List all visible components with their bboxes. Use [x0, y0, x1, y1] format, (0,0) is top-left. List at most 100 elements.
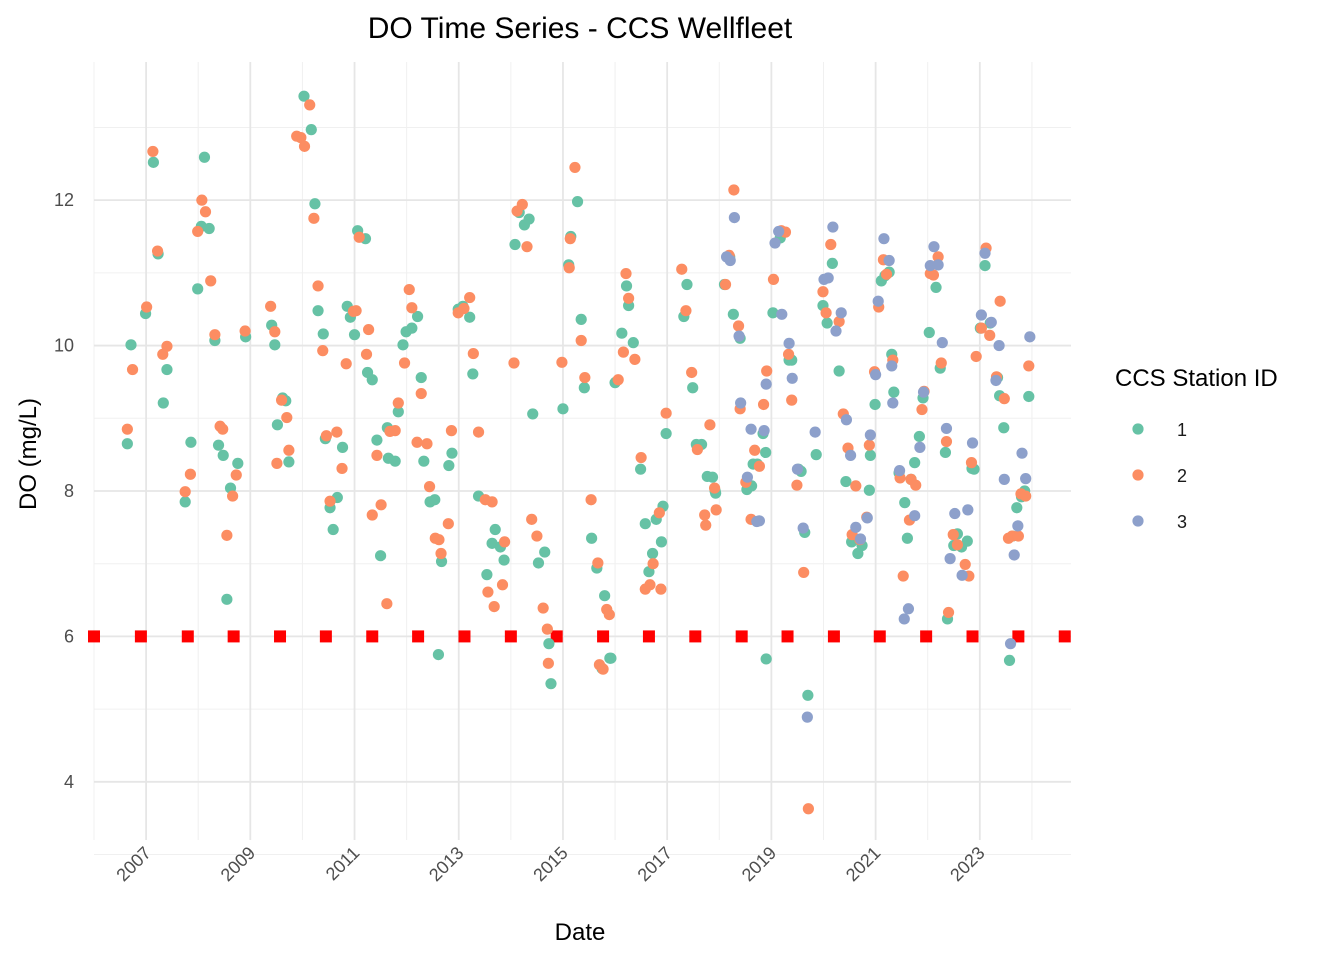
data-point-station-2: [767, 273, 780, 286]
data-point-station-2: [984, 329, 996, 341]
data-point-station-1: [217, 449, 229, 461]
data-point-station-2: [563, 262, 575, 274]
data-point-station-3: [870, 369, 882, 381]
data-point-station-1: [392, 406, 404, 418]
data-point-station-2: [537, 602, 549, 614]
data-point-station-3: [822, 272, 834, 284]
data-point-station-2: [435, 547, 447, 560]
data-point-station-2: [488, 601, 500, 613]
data-point-station-2: [271, 457, 283, 469]
data-point-station-2: [406, 302, 418, 314]
data-point-station-2: [786, 394, 798, 406]
data-point-station-1: [1023, 390, 1035, 403]
data-point-station-2: [959, 558, 971, 571]
data-point-station-1: [578, 382, 590, 394]
data-point-station-2: [728, 184, 740, 196]
data-point-station-1: [706, 471, 719, 483]
data-point-station-1: [121, 438, 133, 450]
data-point-station-2: [360, 348, 373, 360]
data-point-station-2: [308, 212, 320, 224]
threshold-marker: [781, 630, 794, 643]
data-point-station-2: [710, 504, 722, 516]
data-point-station-3: [962, 504, 974, 516]
data-point-station-2: [353, 231, 365, 243]
data-point-station-3: [773, 225, 785, 238]
data-point-station-1: [212, 439, 225, 451]
data-point-station-3: [985, 316, 997, 328]
data-point-station-2: [230, 469, 242, 481]
data-point-station-1: [221, 593, 233, 605]
data-point-station-1: [327, 523, 339, 536]
data-point-station-2: [897, 570, 909, 582]
data-point-station-2: [700, 519, 712, 531]
data-point-station-3: [949, 507, 961, 520]
data-point-station-1: [397, 339, 409, 351]
legend-label-1: 1: [1177, 420, 1187, 440]
data-point-station-2: [680, 305, 692, 317]
data-point-station-2: [935, 357, 947, 369]
data-point-station-2: [597, 663, 609, 675]
data-point-station-3: [786, 372, 798, 384]
data-point-station-1: [464, 311, 476, 323]
data-point-station-2: [496, 579, 509, 591]
data-point-station-1: [1011, 502, 1023, 514]
data-point-station-3: [936, 337, 948, 349]
data-point-station-2: [161, 340, 173, 352]
data-point-station-3: [850, 521, 862, 533]
data-point-station-2: [526, 513, 538, 525]
legend-key-1: [1132, 423, 1144, 435]
data-point-station-3: [990, 374, 1002, 387]
data-point-station-2: [947, 529, 959, 541]
threshold-marker: [412, 630, 425, 643]
data-point-station-2: [623, 292, 635, 304]
data-point-station-1: [660, 427, 672, 440]
data-point-station-2: [516, 198, 528, 211]
legend-key-2: [1132, 469, 1144, 481]
data-point-station-3: [724, 254, 736, 267]
data-point-station-1: [147, 156, 160, 168]
data-point-station-3: [830, 325, 842, 337]
data-point-station-1: [271, 419, 284, 431]
x-tick-label: 2007: [112, 843, 154, 885]
data-point-station-1: [802, 689, 814, 701]
data-point-station-1: [532, 557, 545, 569]
data-point-station-2: [445, 425, 458, 437]
data-point-station-2: [442, 518, 454, 530]
data-point-station-2: [421, 438, 433, 450]
legend-title: CCS Station ID: [1115, 365, 1278, 392]
threshold-marker: [1058, 630, 1071, 643]
data-point-station-2: [209, 329, 221, 341]
data-point-station-2: [141, 301, 153, 313]
data-point-station-1: [634, 463, 647, 475]
data-point-station-2: [371, 449, 383, 461]
x-tick-label: 2013: [425, 843, 467, 885]
data-point-station-2: [196, 194, 208, 206]
threshold-marker: [920, 630, 933, 643]
threshold-marker: [966, 630, 979, 643]
data-point-station-1: [863, 484, 875, 496]
x-tick-label: 2021: [842, 843, 884, 885]
x-tick-label: 2011: [322, 843, 364, 885]
data-point-station-3: [944, 553, 956, 565]
x-tick-label: 2023: [946, 843, 988, 885]
data-point-station-1: [489, 523, 501, 536]
data-point-station-2: [521, 241, 533, 253]
data-point-station-3: [887, 397, 899, 409]
data-point-station-3: [733, 330, 745, 342]
data-point-station-2: [994, 295, 1006, 307]
data-point-station-2: [791, 479, 803, 491]
data-point-station-1: [930, 281, 942, 294]
x-tick-labels: 2007 2009 2011 2013 2015 2017 2019 2021 2023: [112, 843, 988, 885]
data-point-station-2: [1012, 530, 1024, 542]
data-point-station-2: [205, 275, 217, 287]
data-point-station-2: [392, 397, 404, 409]
threshold-marker: [642, 630, 655, 643]
data-point-station-3: [776, 308, 788, 320]
data-point-station-2: [579, 371, 591, 384]
data-point-station-3: [728, 212, 740, 224]
data-point-station-3: [783, 337, 795, 349]
data-point-station-2: [482, 586, 494, 598]
data-point-station-2: [531, 530, 543, 542]
data-point-station-1: [833, 365, 845, 377]
